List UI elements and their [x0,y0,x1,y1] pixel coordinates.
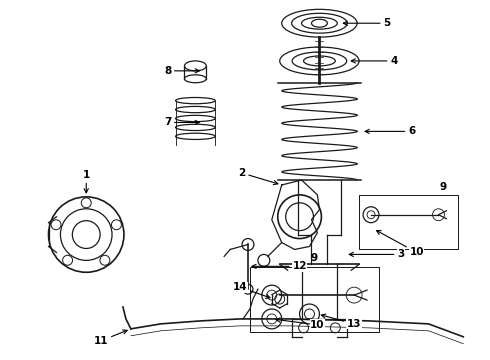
Text: 10: 10 [376,230,424,257]
Text: 2: 2 [239,168,278,185]
Text: 11: 11 [94,330,127,346]
Text: 8: 8 [164,66,199,76]
Text: 3: 3 [349,249,404,260]
Text: 4: 4 [351,56,397,66]
Text: 7: 7 [164,117,199,127]
Bar [250,267,379,332]
Text: 10: 10 [276,318,325,330]
Text: 5: 5 [343,18,391,28]
Text: 6: 6 [365,126,416,136]
Text: 14: 14 [233,282,270,298]
Text: 1: 1 [83,170,90,193]
Text: 9: 9 [440,182,447,192]
Text: 12: 12 [252,261,307,271]
Text: 13: 13 [321,314,362,329]
Text: 9: 9 [311,253,318,264]
Bar [359,195,458,249]
